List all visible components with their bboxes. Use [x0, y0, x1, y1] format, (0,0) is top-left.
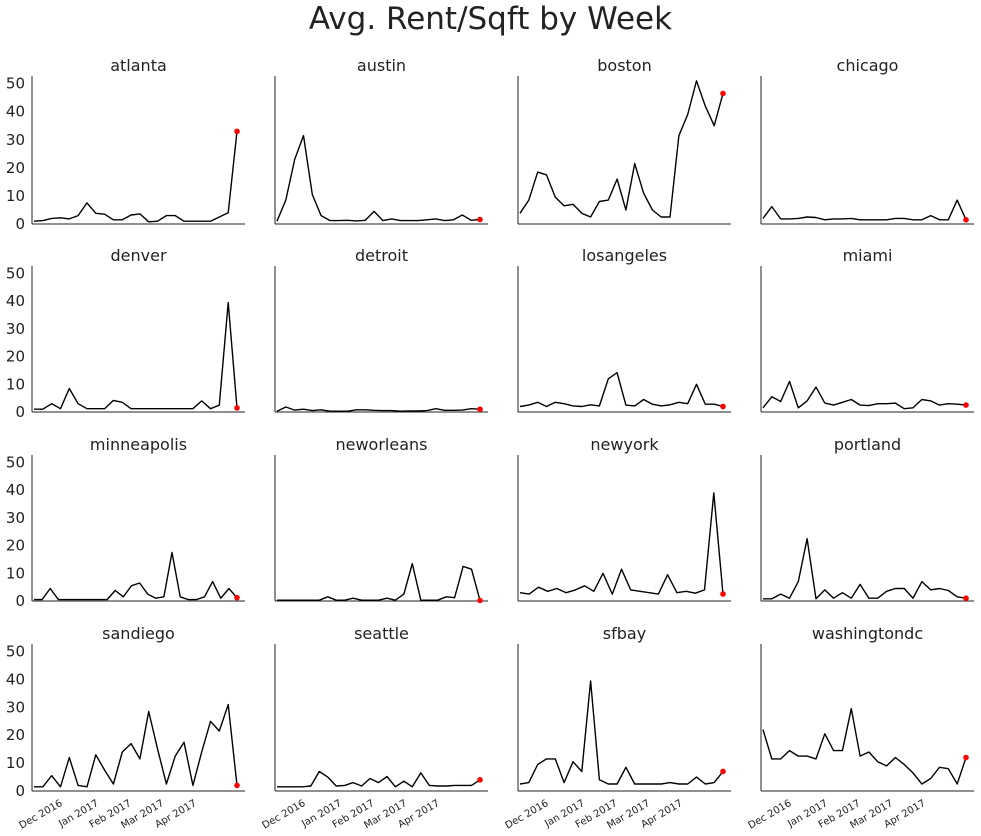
y-tick-label: 50 [6, 265, 25, 283]
series-line-detroit [276, 406, 481, 412]
last-point-portland [963, 595, 969, 602]
panel-title-miami: miami [843, 246, 893, 265]
y-tick-label: 50 [6, 75, 25, 93]
series-line-minneapolis [34, 551, 238, 601]
series-line-sandiego [34, 703, 238, 788]
y-tick-label: 10 [6, 564, 25, 582]
last-point-sfbay [720, 768, 726, 775]
y-tick-label: 20 [6, 726, 25, 744]
panel-title-detroit: detroit [355, 246, 408, 265]
series-line-atlanta [33, 131, 238, 223]
y-tick-label: 50 [6, 643, 25, 661]
y-tick-label: 40 [6, 103, 25, 121]
series-line-portland [763, 538, 967, 600]
y-tick-label: 10 [6, 375, 25, 393]
last-point-minneapolis [234, 594, 240, 601]
panel-title-losangeles: losangeles [582, 246, 667, 265]
last-point-atlanta [234, 128, 240, 135]
panel-title-seattle: seattle [354, 624, 409, 643]
y-tick-label: 0 [15, 782, 25, 800]
y-tick-label: 40 [6, 481, 25, 499]
y-tick-label: 30 [6, 509, 25, 527]
panel-title-denver: denver [110, 246, 166, 265]
series-line-washingtondc [762, 708, 967, 785]
last-point-denver [234, 405, 240, 411]
series-line-denver [34, 301, 238, 410]
x-tick-label: Dec 2016 [17, 798, 64, 832]
y-tick-label: 40 [6, 670, 25, 688]
panel-title-chicago: chicago [837, 56, 899, 75]
last-point-losangeles [720, 403, 726, 410]
y-tick-label: 30 [6, 131, 25, 149]
y-tick-label: 20 [6, 348, 25, 366]
panel-title-minneapolis: minneapolis [90, 435, 187, 454]
last-point-miami [963, 402, 969, 408]
series-line-sfbay [519, 680, 724, 785]
series-line-boston [519, 80, 724, 218]
series-line-neworleans [277, 562, 481, 601]
y-tick-label: 30 [6, 320, 25, 338]
y-tick-label: 0 [15, 403, 25, 421]
last-point-sandiego [234, 782, 240, 789]
series-line-miami [762, 380, 967, 410]
y-tick-label: 20 [6, 159, 25, 177]
panel-title-newyork: newyork [590, 435, 659, 454]
series-line-seattle [277, 770, 481, 788]
panel-title-portland: portland [834, 435, 901, 454]
series-line-newyork [519, 492, 724, 595]
x-tick-label: Dec 2016 [503, 798, 550, 832]
panel-title-sfbay: sfbay [603, 624, 646, 643]
last-point-boston [720, 90, 726, 97]
last-point-detroit [477, 406, 483, 413]
series-line-losangeles [519, 372, 724, 408]
y-tick-label: 10 [6, 754, 25, 772]
y-tick-label: 10 [6, 187, 25, 205]
last-point-washingtondc [963, 754, 969, 761]
y-tick-label: 20 [6, 537, 25, 555]
panel-title-sandiego: sandiego [102, 624, 175, 643]
y-tick-label: 50 [6, 454, 25, 472]
panel-title-boston: boston [597, 56, 651, 75]
last-point-austin [477, 216, 483, 223]
last-point-neworleans [477, 597, 483, 604]
panel-title-washingtondc: washingtondc [812, 624, 923, 643]
y-tick-label: 0 [15, 592, 25, 610]
panel-title-atlanta: atlanta [110, 56, 167, 75]
y-tick-label: 0 [15, 215, 25, 233]
series-line-austin [276, 134, 481, 222]
panel-title-austin: austin [357, 56, 406, 75]
y-tick-label: 30 [6, 698, 25, 716]
series-line-chicago [762, 199, 967, 221]
last-point-chicago [963, 216, 969, 223]
y-tick-label: 40 [6, 292, 25, 310]
last-point-newyork [720, 591, 726, 597]
x-tick-label: Dec 2016 [260, 798, 307, 832]
panel-title-neworleans: neworleans [335, 435, 427, 454]
x-tick-label: Dec 2016 [746, 798, 793, 832]
chart-title: Avg. Rent/Sqft by Week [308, 1, 673, 37]
last-point-seattle [477, 777, 483, 783]
